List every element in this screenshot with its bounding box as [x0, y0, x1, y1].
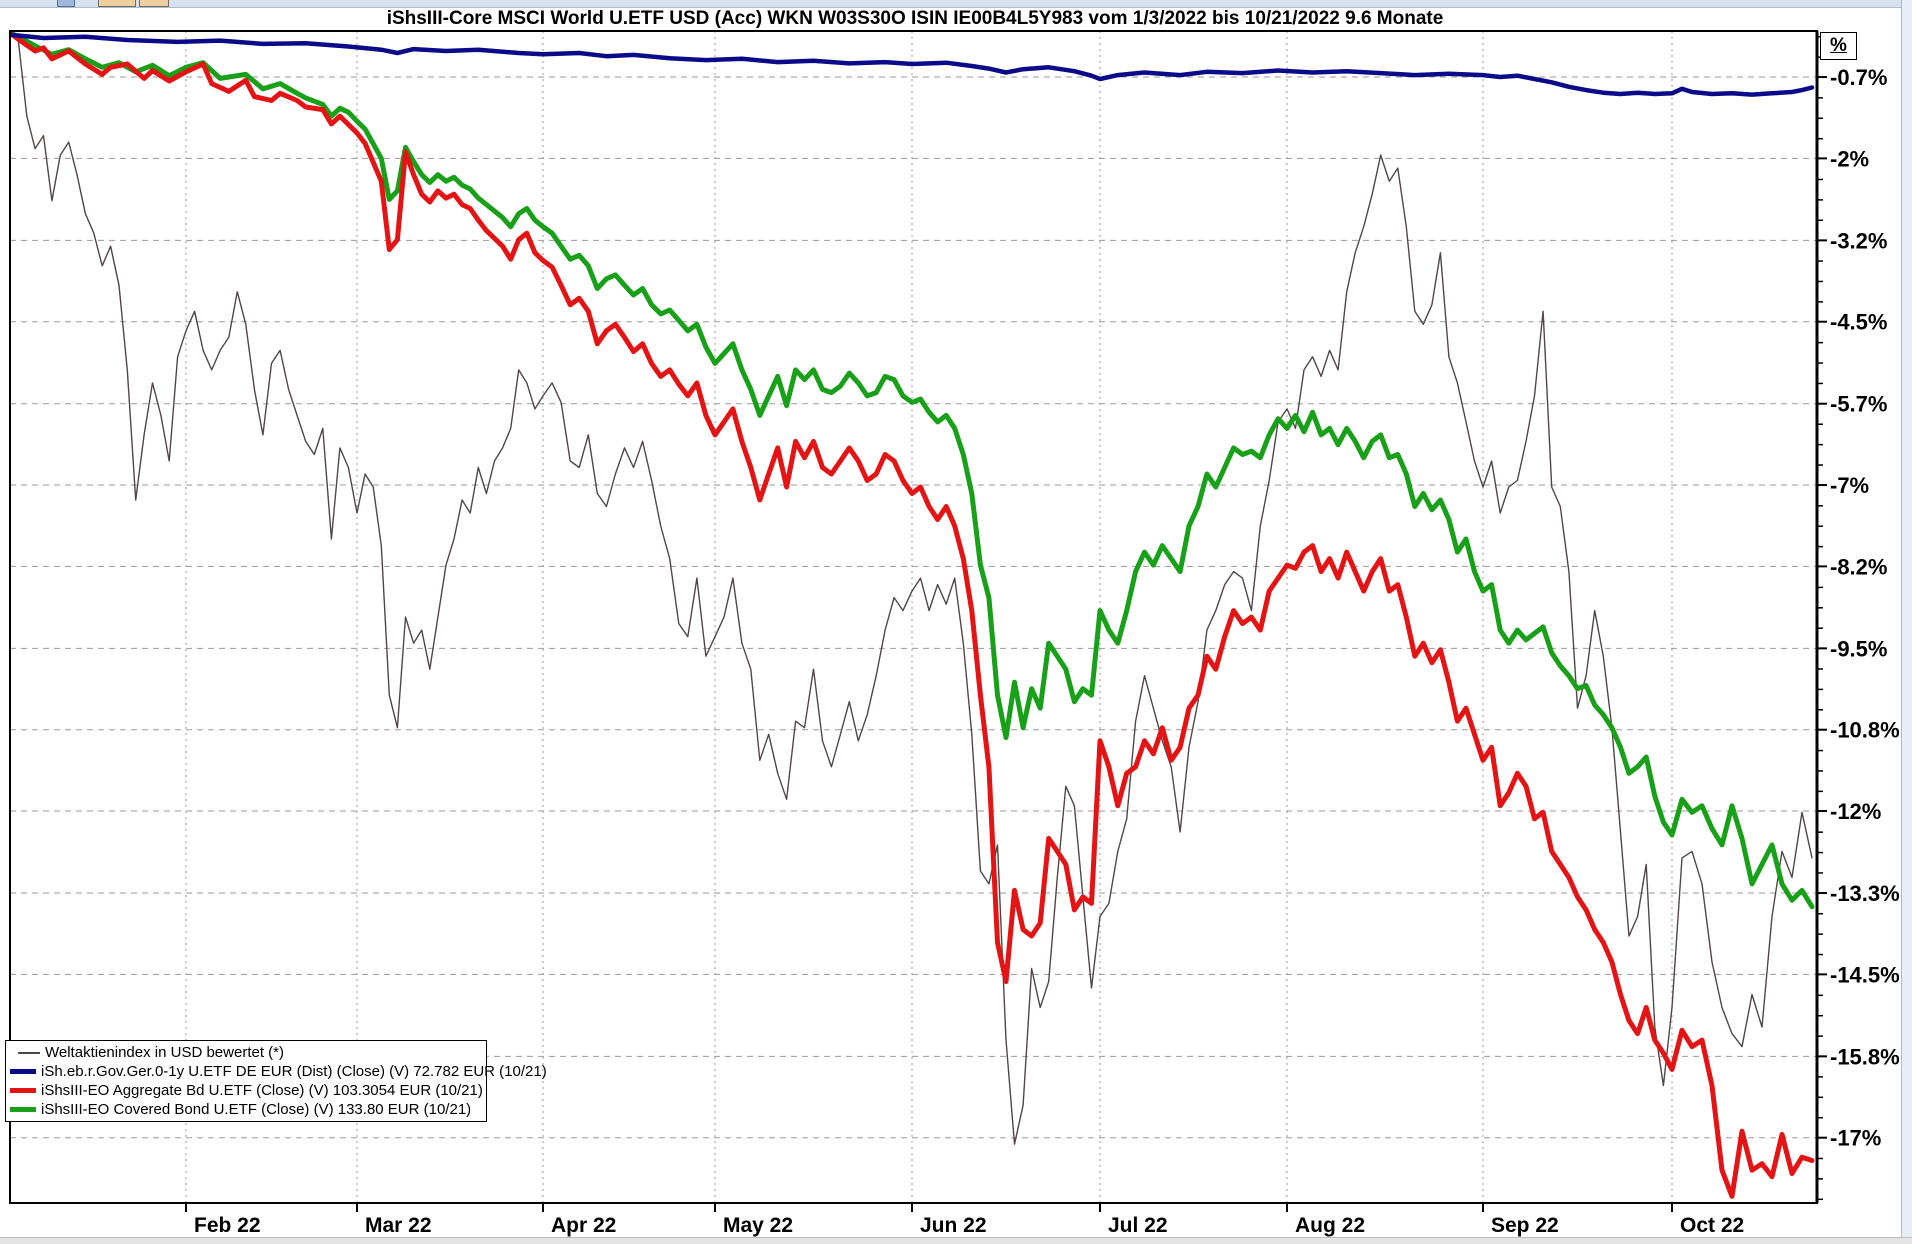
y-tick-label: -9.5% [1830, 636, 1887, 661]
legend-item-label: iShsIII-EO Covered Bond U.ETF (Close) (V… [41, 1101, 472, 1118]
y-tick-label: -17% [1830, 1126, 1881, 1151]
series-line-ishsiii-eo-aggregate-bd-u-etf [10, 31, 1815, 1199]
x-month-label: Feb 22 [194, 1214, 261, 1237]
y-axis-unit-box: % [1820, 32, 1857, 60]
covered-bond-line-swatch-icon [10, 1107, 36, 1112]
y-tick-label: -15.8% [1830, 1044, 1900, 1069]
x-month-label: May 22 [723, 1214, 793, 1237]
page-title: iShsIII-Core MSCI World U.ETF USD (Acc) … [386, 8, 1444, 29]
y-tick-label: -4.5% [1830, 310, 1887, 335]
y-tick-label: -12% [1830, 799, 1881, 824]
bottom-edge-panel [0, 1237, 1912, 1244]
legend-item-label: iShsIII-EO Aggregate Bd U.ETF (Close) (V… [41, 1082, 483, 1099]
legend-item-aggregate-bond-etf: iShsIII-EO Aggregate Bd U.ETF (Close) (V… [10, 1081, 483, 1100]
chart-legend: Weltaktienindex in USD bewertet (*) iSh.… [5, 1040, 547, 1122]
legend-item-label: Weltaktienindex in USD bewertet (*) [45, 1044, 284, 1061]
x-month-label: Mar 22 [365, 1214, 432, 1237]
x-month-label: Jul 22 [1108, 1214, 1168, 1237]
y-tick-label: -10.8% [1830, 718, 1900, 743]
plot-border [9, 30, 1818, 1204]
toolbar-button-fragment[interactable] [98, 0, 136, 7]
series-line-ishsiii-eo-covered-bond-u-etf [10, 31, 1815, 910]
x-month-label: Apr 22 [551, 1214, 616, 1237]
legend-item-gov-bond-etf: iSh.eb.r.Gov.Ger.0-1y U.ETF DE EUR (Dist… [10, 1062, 547, 1081]
toolbar-button-fragment-icon[interactable] [57, 0, 75, 7]
chart-title-bar: iShsIII-Core MSCI World U.ETF USD (Acc) … [0, 8, 1830, 32]
y-tick-label: -3.2% [1830, 228, 1887, 253]
x-month-label: Oct 22 [1680, 1214, 1744, 1237]
window-top-strip [0, 0, 1912, 8]
legend-item-label: iSh.eb.r.Gov.Ger.0-1y U.ETF DE EUR (Dist… [41, 1063, 547, 1080]
y-tick-label: -8.2% [1830, 554, 1887, 579]
x-month-label: Jun 22 [920, 1214, 987, 1237]
x-month-label: Aug 22 [1295, 1214, 1365, 1237]
y-tick-label: -0.7% [1830, 65, 1887, 90]
legend-item-world-index: Weltaktienindex in USD bewertet (*) [10, 1043, 482, 1062]
world-index-line-swatch-icon [18, 1051, 40, 1054]
legend-item-covered-bond-etf: iShsIII-EO Covered Bond U.ETF (Close) (V… [10, 1100, 482, 1119]
gov-bond-line-swatch-icon [10, 1069, 36, 1074]
y-axis-unit-label: % [1830, 35, 1847, 56]
y-tick-label: -14.5% [1830, 962, 1900, 987]
y-tick-label: -13.3% [1830, 881, 1900, 906]
right-edge-panel [1901, 0, 1912, 1243]
series-line-weltaktienindex-in-usd-bewertet [10, 31, 1813, 1145]
x-month-label: Sep 22 [1491, 1214, 1559, 1237]
y-tick-label: -5.7% [1830, 392, 1887, 417]
aggregate-bond-line-swatch-icon [10, 1088, 36, 1093]
y-tick-label: -7% [1830, 473, 1869, 498]
series-line-ish-eb-r-gov-ger-0-1y-u-etf-de-eur-dist [10, 32, 1815, 97]
toolbar-button-fragment[interactable] [139, 0, 169, 7]
y-tick-label: -2% [1830, 146, 1869, 171]
